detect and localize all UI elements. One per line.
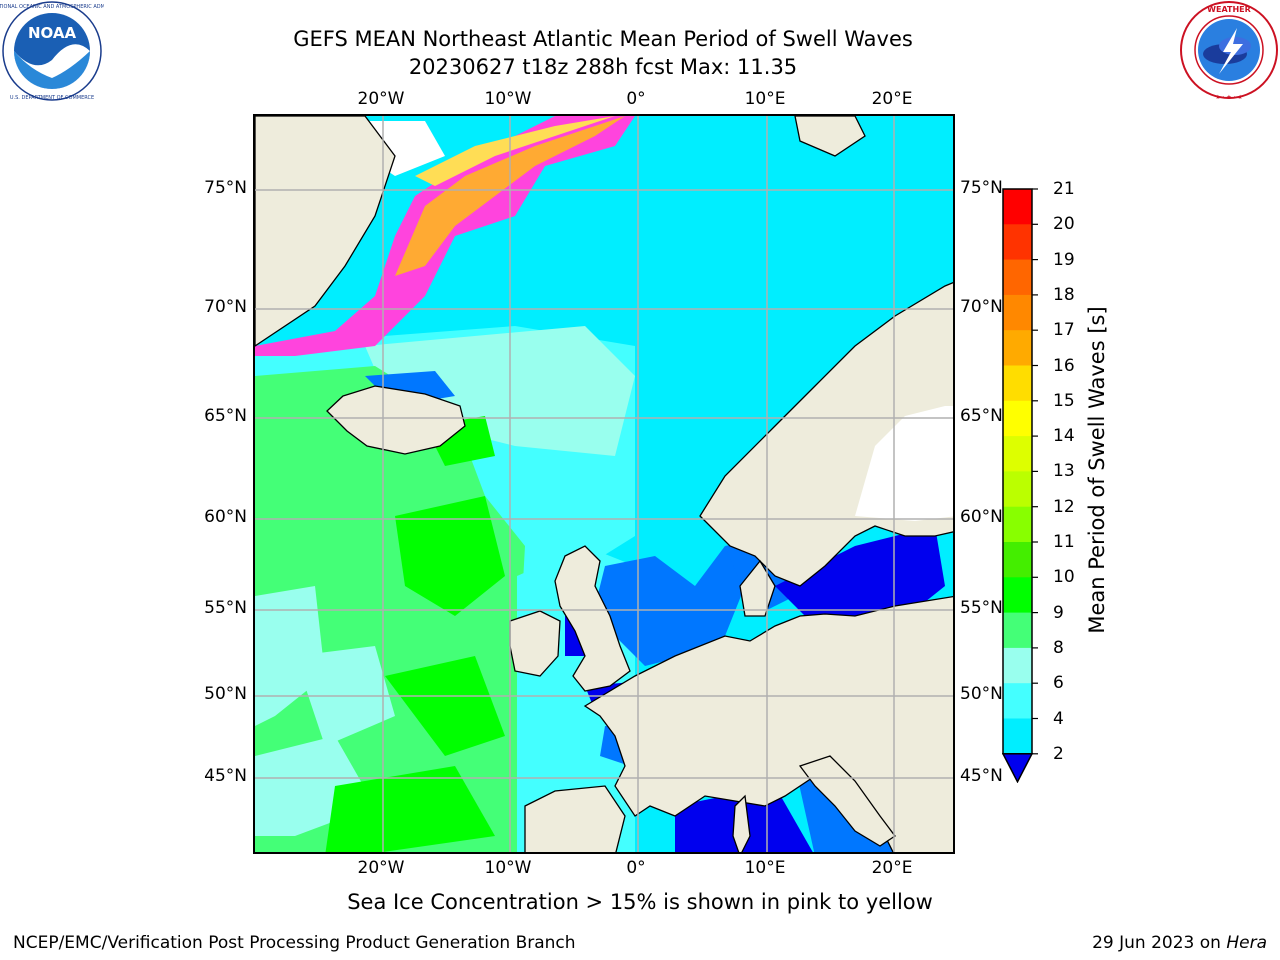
colorbar-extend-triangle [1002,753,1034,783]
colorbar-tick-label: 18 [1053,284,1075,305]
credit-machine: Hera [1226,933,1267,953]
colorbar-segment [1003,436,1032,472]
iberia-land [524,785,626,852]
lat-label-left: 60°N [204,507,247,527]
colorbar-tick-label: 15 [1053,390,1075,411]
field-2-4s-north-sea [595,546,745,666]
colorbar-tick-label: 21 [1053,179,1075,199]
colorbar-segment [1003,542,1032,578]
sea-ice-yellow [415,116,615,186]
field-10-11s [325,766,495,852]
lon-label-top: 0° [626,89,646,109]
svg-text:NATIONAL OCEANIC AND ATMOSPHER: NATIONAL OCEANIC AND ATMOSPHERIC ADMIN. [0,4,104,10]
lat-label-left: 50°N [204,684,247,704]
colorbar-segment [1003,259,1032,296]
colorbar-segment [1003,577,1032,614]
svg-text:★ · ★ · ★: ★ · ★ · ★ [1215,94,1243,101]
chart-title: GEFS MEAN Northeast Atlantic Mean Period… [293,27,913,51]
colorbar-tick-label: 8 [1053,637,1064,658]
lon-label-bottom: 20°E [871,858,913,878]
colorbar-tick-label: 11 [1053,532,1075,552]
colorbar-segment [1003,718,1032,755]
svg-text:WEATHER: WEATHER [1207,5,1251,14]
no-data-sweden [855,406,953,521]
swell-period-map [255,116,953,852]
lon-label-top: 10°W [484,89,532,109]
field-10-11s [385,656,505,756]
field-10-11s [395,496,505,616]
lon-label-bottom: 0° [626,858,646,878]
colorbar-segment [1003,400,1032,437]
colorbar-segment [1003,365,1032,402]
lat-label-right: 50°N [960,684,1003,704]
sea-ice-note: Sea Ice Concentration > 15% is shown in … [347,890,933,914]
corsica-land [732,794,751,852]
colorbar-tick-label: 14 [1053,426,1075,447]
colorbar-tick-label: 20 [1053,214,1075,235]
lon-label-top: 20°E [871,89,913,109]
field-8-9s-patch [255,586,325,726]
iceland-land [326,385,466,455]
colorbar-segment [1003,471,1032,508]
lat-label-right: 70°N [960,297,1003,317]
lon-label-top: 10°E [744,89,786,109]
chart-subtitle: 20230627 t18z 288h fcst Max: 11.35 [408,55,798,79]
great-britain-land [554,545,631,692]
nws-logo-icon: WEATHER ★ · ★ · ★ [1180,1,1278,101]
lon-label-top: 20°W [357,89,405,109]
colorbar-tick-label: 12 [1053,496,1075,517]
colorbar-segment [1003,294,1032,331]
colorbar-segment [1003,224,1032,261]
colorbar-tick-label: 10 [1053,567,1075,588]
colorbar-tick-label: 2 [1053,743,1064,764]
noaa-logo-icon: NOAA NATIONAL OCEANIC AND ATMOSPHERIC AD… [0,1,104,101]
colorbar-tick-label: 4 [1053,708,1064,729]
lat-label-right: 65°N [960,406,1003,426]
graticule [255,116,953,852]
credit-date-text: 29 Jun 2023 on [1092,933,1227,953]
colorbar-tick-label: 16 [1053,355,1075,376]
svg-text:U.S. DEPARTMENT OF COMMERCE: U.S. DEPARTMENT OF COMMERCE [10,95,94,101]
colorbar-segment [1003,647,1032,684]
colorbar-segment [1003,189,1032,225]
lat-label-right: 55°N [960,598,1003,618]
colorbar [1002,188,1038,783]
colorbar-segment [1003,612,1032,649]
sea-ice-orange [395,116,625,276]
colorbar-tick-label: 19 [1053,249,1075,270]
noaa-logo-text: NOAA [28,24,77,42]
credit-date: 29 Jun 2023 on Hera [1092,933,1267,953]
lat-label-left: 75°N [204,178,247,198]
lat-label-left: 65°N [204,406,247,426]
lat-label-left: 45°N [204,766,247,786]
greenland-land [255,116,396,347]
lat-label-right: 75°N [960,178,1003,198]
colorbar-tick-label: 13 [1053,461,1075,482]
lon-label-bottom: 20°W [357,858,405,878]
colorbar-segment [1003,683,1032,719]
colorbar-segment [1003,506,1032,543]
lon-label-bottom: 10°W [484,858,532,878]
colorbar-label: Mean Period of Swell Waves [s] [1085,306,1109,634]
map-panel [253,114,955,854]
colorbar-tick-label: 6 [1053,673,1064,694]
credit-branch: NCEP/EMC/Verification Post Processing Pr… [13,933,576,953]
colorbar-tick-label: 17 [1053,320,1075,341]
field-lt2s-baltic [775,526,945,626]
lat-label-left: 55°N [204,598,247,618]
colorbar-segment [1003,330,1032,366]
lat-label-right: 60°N [960,507,1003,527]
lat-label-right: 45°N [960,766,1003,786]
lon-label-bottom: 10°E [744,858,786,878]
ireland-land [509,610,561,677]
svalbard-land [794,116,866,157]
colorbar-tick-label: 9 [1053,602,1064,623]
lat-label-left: 70°N [204,297,247,317]
